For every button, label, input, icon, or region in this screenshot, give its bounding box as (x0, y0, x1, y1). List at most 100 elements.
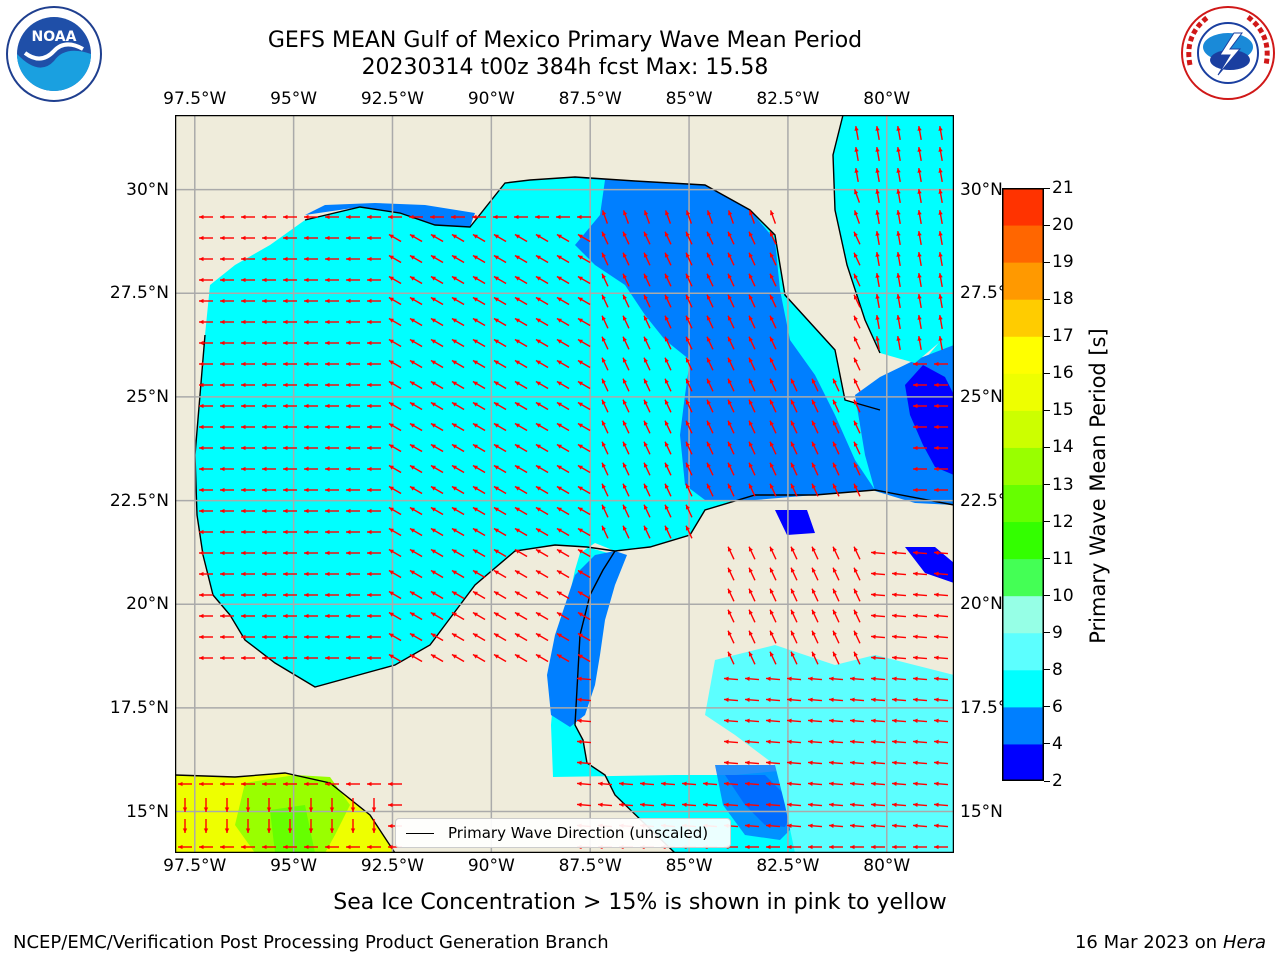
wave-arrow (199, 382, 213, 388)
wave-arrow (556, 632, 570, 642)
lon-label: 82.5°W (756, 89, 820, 109)
wave-arrow (325, 340, 339, 346)
wave-arrow (811, 588, 819, 602)
wave-arrow (283, 844, 297, 850)
wave-arrow (304, 508, 318, 514)
wave-arrow (577, 214, 591, 220)
wave-arrow (643, 231, 651, 245)
wave-arrow (765, 718, 781, 723)
wave-arrow (304, 403, 318, 409)
wave-arrow (853, 630, 861, 644)
wave-arrow (643, 210, 651, 224)
colorbar-tick-label: 10 (1052, 585, 1074, 606)
wave-arrow (220, 487, 234, 493)
nws-logo (1181, 6, 1275, 100)
colorbar-tick-mark (1044, 187, 1050, 189)
wave-arrow (853, 546, 861, 560)
colorbar-segment (1002, 373, 1044, 411)
wave-arrow (535, 422, 549, 432)
wave-arrow (241, 403, 255, 409)
wave-arrow (769, 441, 777, 455)
wave-arrow (706, 420, 714, 434)
colorbar-segment (1002, 262, 1044, 300)
colorbar-tick-mark (1044, 780, 1050, 782)
wave-arrow (430, 296, 444, 306)
colorbar-segment (1002, 669, 1044, 708)
wave-arrow (451, 464, 465, 474)
colorbar-tick-label: 6 (1052, 696, 1063, 717)
colorbar-tick-mark (1044, 372, 1050, 374)
wave-arrow (262, 655, 276, 661)
wave-arrow (451, 653, 465, 663)
wave-arrow (514, 569, 528, 579)
wave-arrow (912, 697, 928, 702)
wave-arrow (832, 441, 840, 455)
wave-arrow (514, 422, 528, 432)
wave-arrow (220, 235, 234, 241)
wave-arrow (367, 487, 381, 493)
wave-arrow (933, 613, 949, 618)
wave-arrow (807, 739, 823, 744)
wave-arrow (199, 277, 213, 283)
wave-arrow (790, 420, 798, 434)
wave-arrow (938, 272, 943, 288)
wave-arrow (912, 739, 928, 744)
wave-arrow (262, 403, 276, 409)
wave-arrow (241, 235, 255, 241)
wave-arrow (325, 844, 339, 850)
wave-arrow (304, 340, 318, 346)
wave-arrow (622, 420, 630, 434)
wave-arrow (766, 844, 780, 850)
wave-arrow (769, 462, 777, 476)
colorbar-tick-label: 13 (1052, 474, 1074, 495)
colorbar-frame (1002, 188, 1044, 781)
wave-arrow (912, 823, 928, 828)
wave-arrow (849, 718, 865, 723)
wave-arrow (388, 317, 402, 327)
wave-arrow (199, 487, 213, 493)
wave-arrow (409, 214, 423, 220)
wave-arrow (685, 210, 693, 224)
wave-arrow (346, 235, 360, 241)
wave-arrow (790, 378, 798, 392)
wave-arrow (430, 590, 444, 600)
wave-arrow (346, 340, 360, 346)
wave-arrow (808, 844, 822, 850)
wave-arrow (853, 210, 861, 224)
lon-label: 92.5°W (360, 89, 425, 109)
wave-arrow (853, 588, 861, 602)
wave-arrow (913, 361, 927, 367)
wave-arrow (832, 630, 840, 644)
wave-arrow (430, 611, 444, 621)
wave-arrow (870, 550, 886, 555)
wave-arrow (220, 781, 234, 787)
wave-arrow (643, 441, 651, 455)
wave-arrow (912, 613, 928, 618)
wave-arrow (875, 146, 880, 162)
wave-arrow (790, 609, 798, 623)
wave-arrow (790, 399, 798, 413)
wave-arrow (535, 569, 549, 579)
wave-arrow (472, 380, 486, 390)
lat-label: 15°N (960, 801, 1003, 822)
wave-arrow (409, 338, 423, 348)
wave-arrow (493, 275, 507, 285)
colorbar-tick-mark (1044, 595, 1050, 597)
wave-arrow (199, 613, 213, 619)
lat-label: 30°N (960, 179, 1003, 200)
wave-arrow (664, 336, 672, 350)
wave-arrow (245, 819, 251, 833)
wave-arrow (262, 508, 276, 514)
wave-arrow (535, 485, 549, 495)
wave-arrow (220, 655, 234, 661)
wave-arrow (875, 314, 880, 330)
wave-arrow (643, 315, 651, 329)
wave-arrow (664, 210, 672, 224)
wave-arrow (853, 609, 861, 623)
colorbar-segment (1002, 743, 1044, 781)
wave-arrow (601, 378, 609, 392)
wave-arrow (283, 256, 297, 262)
wave-arrow (870, 697, 886, 702)
wave-arrow (933, 697, 949, 702)
wave-arrow (472, 590, 486, 600)
